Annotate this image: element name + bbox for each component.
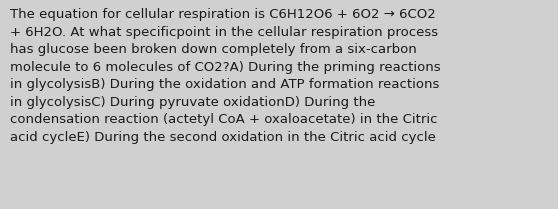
Text: The equation for cellular respiration is C6H12O6 + 6O2 → 6CO2
+ 6H2O. At what sp: The equation for cellular respiration is… xyxy=(10,8,441,144)
